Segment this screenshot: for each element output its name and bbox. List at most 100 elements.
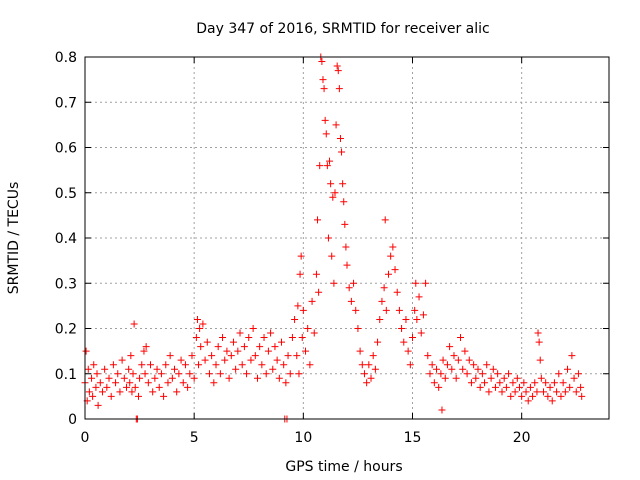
data-point xyxy=(577,383,585,391)
data-point xyxy=(201,356,209,364)
data-point xyxy=(262,370,270,378)
y-tick-label: 0.6 xyxy=(55,141,77,157)
data-point xyxy=(350,279,358,287)
data-point xyxy=(216,370,224,378)
data-point xyxy=(476,383,484,391)
data-point xyxy=(417,329,425,337)
data-point xyxy=(221,356,229,364)
data-point xyxy=(205,370,213,378)
data-point xyxy=(360,370,368,378)
data-point xyxy=(134,392,142,400)
data-point xyxy=(574,370,582,378)
data-point xyxy=(249,325,257,332)
data-point xyxy=(162,361,170,369)
data-point xyxy=(330,279,338,287)
data-point xyxy=(160,392,168,400)
data-point xyxy=(441,374,449,382)
data-point xyxy=(559,379,567,387)
data-point xyxy=(324,234,332,242)
data-point xyxy=(136,374,144,382)
data-point xyxy=(318,58,326,66)
data-point xyxy=(142,343,150,351)
y-tick-label: 0.8 xyxy=(55,50,77,66)
data-point xyxy=(188,352,196,360)
data-point xyxy=(131,383,139,391)
data-point xyxy=(181,361,189,369)
data-point xyxy=(389,243,397,251)
data-point xyxy=(387,252,395,260)
data-point xyxy=(199,320,207,328)
data-point xyxy=(369,352,377,360)
data-point xyxy=(467,379,475,387)
axis-ticks xyxy=(84,56,609,420)
x-tick-label: 0 xyxy=(81,430,90,446)
data-point xyxy=(356,347,364,355)
data-point xyxy=(333,62,341,70)
data-point xyxy=(542,379,550,387)
data-point xyxy=(193,315,201,323)
data-point xyxy=(498,388,506,396)
data-point xyxy=(295,370,303,378)
data-point xyxy=(168,374,176,382)
data-point xyxy=(273,356,281,364)
data-point xyxy=(195,361,203,369)
data-point xyxy=(267,329,275,337)
data-point xyxy=(335,85,343,93)
data-point xyxy=(127,352,135,360)
data-point xyxy=(548,397,556,405)
data-point xyxy=(478,370,486,378)
data-point xyxy=(197,343,205,351)
data-point xyxy=(515,383,523,391)
data-point xyxy=(522,388,530,396)
data-point xyxy=(535,338,543,346)
data-point xyxy=(84,365,92,373)
data-point xyxy=(572,388,580,396)
data-point xyxy=(578,392,586,400)
data-point xyxy=(184,383,192,391)
data-point xyxy=(531,379,539,387)
data-point xyxy=(186,370,194,378)
data-point xyxy=(465,356,473,364)
x-tick-label: 15 xyxy=(404,430,422,446)
data-point xyxy=(472,374,480,382)
data-point xyxy=(118,356,126,364)
data-point xyxy=(374,338,382,346)
data-point xyxy=(256,343,264,351)
data-point xyxy=(393,288,401,296)
data-point xyxy=(319,76,327,84)
data-point xyxy=(422,279,430,287)
data-point xyxy=(304,325,312,332)
data-point xyxy=(365,361,373,369)
data-point xyxy=(485,388,493,396)
data-point xyxy=(210,379,218,387)
y-tick-label: 0.7 xyxy=(55,95,77,111)
data-point xyxy=(378,297,386,305)
data-point xyxy=(438,406,446,414)
data-point xyxy=(328,252,336,260)
data-point xyxy=(463,370,471,378)
data-point xyxy=(214,343,222,351)
data-point xyxy=(332,121,340,129)
data-point xyxy=(88,374,96,382)
data-point xyxy=(524,397,532,405)
data-point xyxy=(448,365,456,373)
data-point xyxy=(553,388,561,396)
data-point xyxy=(94,401,102,409)
data-point xyxy=(564,365,572,373)
data-point xyxy=(437,370,445,378)
data-point xyxy=(430,379,438,387)
data-point xyxy=(376,315,384,323)
data-point xyxy=(90,361,98,369)
data-point xyxy=(253,374,261,382)
data-point xyxy=(153,365,161,373)
data-point xyxy=(452,374,460,382)
data-point xyxy=(411,306,419,314)
data-point xyxy=(247,356,255,364)
data-point xyxy=(286,370,294,378)
data-point xyxy=(413,315,421,323)
data-point xyxy=(294,302,302,310)
data-point xyxy=(481,379,489,387)
data-point xyxy=(155,383,163,391)
data-points xyxy=(81,53,586,423)
data-point xyxy=(561,388,569,396)
